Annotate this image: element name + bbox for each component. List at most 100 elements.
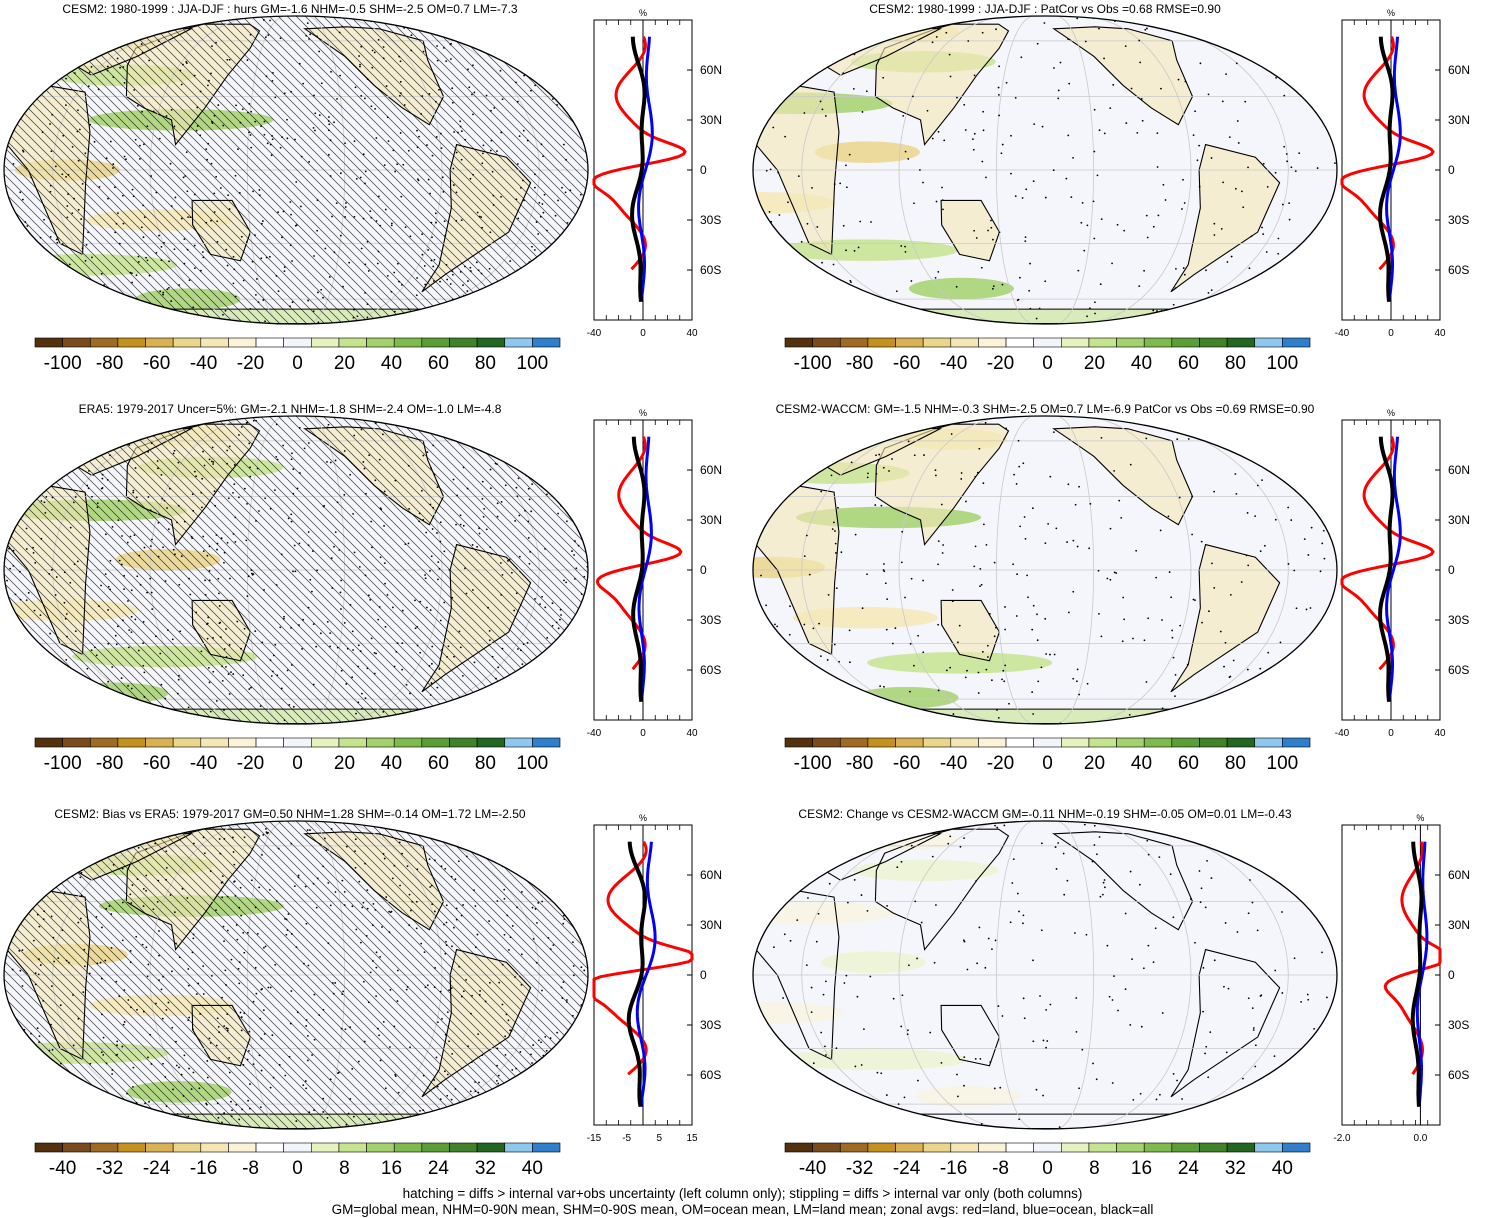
stipple-dot xyxy=(539,17,541,20)
panel-title: CESM2: 1980-1999 : JJA-DJF : hurs GM=-1.… xyxy=(62,2,517,16)
stipple-dot xyxy=(192,715,195,718)
stipple-dot xyxy=(912,95,914,98)
stipple-dot xyxy=(103,428,106,431)
hatch-line xyxy=(178,16,488,324)
stipple-dot xyxy=(399,80,402,83)
hatch-line xyxy=(349,821,588,1129)
stipple-dot xyxy=(470,1061,473,1064)
stipple-dot xyxy=(168,286,170,289)
stipple-dot xyxy=(1254,515,1257,517)
stipple-dot xyxy=(21,149,24,152)
stipple-dot xyxy=(543,1065,546,1068)
stipple-dot xyxy=(205,1102,208,1105)
stipple-dot xyxy=(488,639,491,642)
stipple-dot xyxy=(557,512,560,515)
stipple-dot xyxy=(62,451,65,454)
stipple-dot xyxy=(209,710,212,713)
stipple-dot xyxy=(1026,574,1028,577)
stipple-dot xyxy=(1225,1051,1228,1054)
stipple-dot xyxy=(65,613,68,615)
colorbar-label: -80 xyxy=(846,753,873,774)
colorbar-swatch xyxy=(200,337,229,348)
stipple-dot xyxy=(158,930,160,932)
stipple-dot xyxy=(8,547,10,550)
colorbar-swatch xyxy=(421,737,450,748)
stipple-dot xyxy=(1140,98,1143,100)
stipple-dot xyxy=(49,235,52,238)
stipple-dot xyxy=(294,224,297,227)
stipple-dot xyxy=(180,217,183,220)
stipple-dot xyxy=(884,713,887,715)
colorbar-swatch xyxy=(1143,1142,1173,1153)
stipple-dot xyxy=(926,109,929,112)
stipple-dot xyxy=(896,866,899,869)
stipple-dot xyxy=(987,937,990,940)
hatch-line xyxy=(403,416,588,724)
map-border xyxy=(752,415,1338,725)
stipple-dot xyxy=(384,625,387,628)
stipple-dot xyxy=(1057,89,1060,92)
stipple-dot xyxy=(1325,924,1328,927)
stipple-dot xyxy=(1174,673,1177,676)
stipple-dot xyxy=(33,609,36,612)
colorbar-label: 60 xyxy=(428,753,449,774)
stipple-dot xyxy=(182,176,185,179)
colorbar-swatch xyxy=(449,337,478,348)
stipple-dot xyxy=(102,1036,105,1039)
stipple-dot xyxy=(269,19,271,22)
stipple-dot xyxy=(1103,132,1106,135)
stipple-dot xyxy=(155,1002,157,1005)
stipple-dot xyxy=(34,857,37,860)
stipple-dot xyxy=(359,65,361,68)
stipple-dot xyxy=(1052,431,1055,434)
colorbar-swatch xyxy=(1033,737,1062,748)
stipple-dot xyxy=(973,132,976,135)
stipple-dot xyxy=(975,237,978,239)
stipple-dot xyxy=(795,458,798,461)
stipple-dot xyxy=(206,1060,209,1062)
stipple-dot xyxy=(1309,607,1312,609)
stipple-dot xyxy=(824,1045,826,1048)
stipple-dot xyxy=(132,1066,135,1069)
stipple-dot xyxy=(508,949,510,951)
stipple-dot xyxy=(1259,667,1262,670)
stipple-dot xyxy=(39,614,42,617)
stipple-dot xyxy=(432,1087,435,1089)
stipple-dot xyxy=(8,651,11,654)
colorbar-label: -60 xyxy=(143,353,170,374)
stipple-dot xyxy=(246,59,249,61)
hatch-line xyxy=(367,821,588,1129)
stipple-dot xyxy=(937,689,940,692)
stipple-dot xyxy=(1256,484,1259,487)
stipple-dot xyxy=(931,41,934,44)
stipple-dot xyxy=(1327,675,1330,677)
stipple-dot xyxy=(973,74,976,77)
stipple-dot xyxy=(160,245,163,248)
stipple-dot xyxy=(6,68,8,70)
stipple-dot xyxy=(543,193,546,196)
stipple-dot xyxy=(982,129,985,132)
stipple-dot xyxy=(1281,22,1284,25)
stipple-dot xyxy=(112,301,115,304)
stipple-dot xyxy=(1103,57,1105,60)
stipple-dot xyxy=(452,167,455,170)
stipple-dot xyxy=(182,416,185,418)
hatch-line xyxy=(124,821,434,1129)
stipple-dot xyxy=(1067,134,1070,137)
hatch-line xyxy=(358,821,588,1129)
colorbar-swatch xyxy=(1005,1142,1034,1153)
stipple-dot xyxy=(67,424,70,427)
stipple-dot xyxy=(1152,961,1155,964)
stipple-dot xyxy=(562,981,565,984)
stipple-dot xyxy=(438,88,440,91)
graticule-lon xyxy=(309,416,346,724)
stipple-dot xyxy=(53,960,56,963)
stipple-dot xyxy=(459,523,462,526)
stipple-dot xyxy=(290,520,293,523)
stipple-dot xyxy=(369,598,372,601)
stipple-dot xyxy=(474,905,477,907)
stipple-dot xyxy=(840,551,843,554)
stipple-dot xyxy=(419,419,421,422)
stipple-dot xyxy=(483,723,486,724)
stipple-dot xyxy=(565,707,568,710)
